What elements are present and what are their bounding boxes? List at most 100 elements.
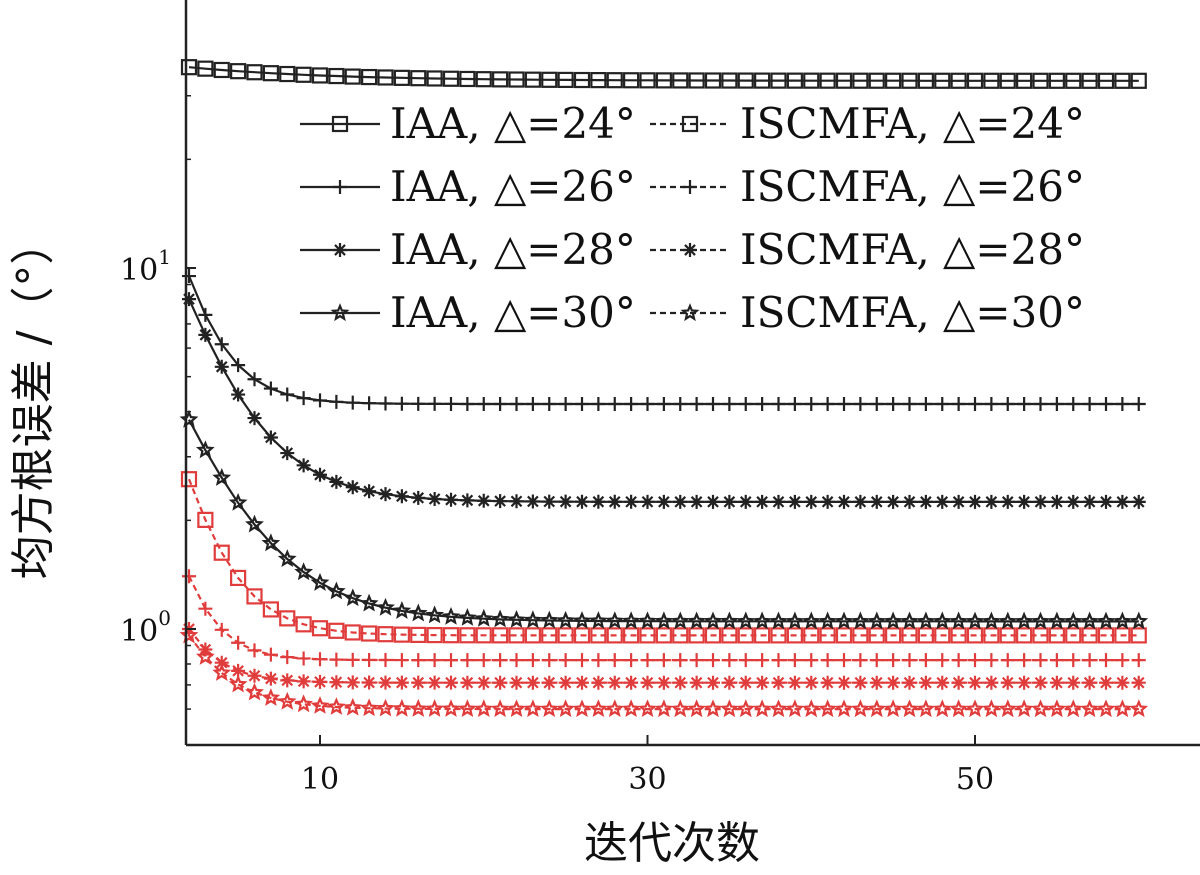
data-point-star-marker — [1063, 611, 1083, 630]
data-point-asterisk-marker — [1131, 675, 1146, 690]
data-point-asterisk-marker — [1049, 675, 1064, 690]
data-point-plus-marker — [918, 653, 933, 668]
data-point-plus-marker — [640, 397, 655, 412]
data-point-star-marker — [981, 611, 1001, 630]
data-point-plus-marker — [951, 397, 966, 412]
legend-label: IAA, △=24° — [390, 99, 636, 148]
data-point-plus-marker — [787, 653, 802, 668]
data-point-plus-marker — [263, 647, 278, 662]
data-point-plus-marker — [656, 653, 671, 668]
data-point-square-marker — [639, 72, 656, 89]
data-point-square-marker — [1130, 627, 1147, 644]
data-point-square-marker — [328, 67, 345, 85]
data-point-square-marker — [655, 72, 672, 89]
data-point-asterisk-marker — [853, 675, 868, 690]
data-point-square-marker — [999, 627, 1016, 644]
data-point-star-marker — [949, 699, 968, 718]
data-point-asterisk-marker — [1000, 675, 1015, 690]
data-point-square-marker — [885, 627, 902, 644]
data-point-asterisk-marker — [378, 675, 393, 690]
data-point-square-marker — [721, 72, 738, 89]
data-point-asterisk-marker — [951, 494, 966, 509]
data-point-asterisk-marker — [333, 243, 347, 257]
data-point-plus-marker — [542, 397, 557, 412]
data-point-star-marker — [359, 593, 379, 612]
data-point-asterisk-marker — [722, 494, 737, 509]
data-point-plus-marker — [640, 653, 655, 668]
data-point-star-marker — [769, 611, 788, 630]
data-point-plus-marker — [231, 358, 246, 373]
data-point-square-marker — [852, 72, 869, 89]
data-point-asterisk-marker — [853, 494, 868, 509]
data-point-plus-marker — [378, 396, 393, 411]
data-point-plus-marker — [984, 653, 999, 668]
data-point-square-marker — [885, 72, 902, 89]
data-point-asterisk-marker — [444, 675, 458, 690]
data-point-plus-marker — [1099, 653, 1113, 668]
data-point-asterisk-marker — [427, 491, 442, 506]
data-point-square-marker — [246, 64, 263, 81]
data-point-plus-marker — [378, 653, 393, 668]
data-point-star-marker — [392, 698, 412, 717]
data-point-square-marker — [541, 71, 558, 88]
data-point-asterisk-marker — [263, 671, 278, 686]
data-point-asterisk-marker — [656, 494, 671, 509]
data-point-asterisk-marker — [722, 675, 737, 690]
data-point-asterisk-marker — [755, 675, 770, 690]
data-point-plus-marker — [722, 653, 737, 668]
data-point-asterisk-marker — [493, 675, 508, 690]
data-point-asterisk-marker — [918, 494, 933, 509]
data-point-plus-marker — [1115, 653, 1130, 668]
data-point-square-marker — [279, 65, 296, 83]
data-point-square-marker — [1048, 627, 1065, 644]
data-point-square-marker — [819, 627, 836, 644]
data-point-square-marker — [573, 71, 591, 89]
data-point-plus-marker — [460, 396, 475, 411]
data-point-plus-marker — [1000, 653, 1015, 668]
data-point-plus-marker — [1033, 653, 1048, 668]
data-point-star-marker — [294, 694, 313, 713]
data-point-plus-marker — [689, 397, 704, 412]
data-point-plus-marker — [296, 651, 311, 666]
data-point-plus-marker — [280, 387, 295, 402]
data-point-asterisk-marker — [263, 430, 278, 445]
data-point-square-marker — [573, 627, 591, 644]
data-point-asterisk-marker — [738, 675, 753, 690]
data-point-square-marker — [934, 72, 951, 89]
data-point-asterisk-marker — [869, 675, 884, 690]
data-point-square-marker — [852, 627, 869, 644]
data-point-asterisk-marker — [378, 487, 393, 502]
data-point-asterisk-marker — [1099, 494, 1113, 509]
data-point-plus-marker — [525, 397, 540, 412]
data-point-square-marker — [361, 625, 378, 642]
data-point-square-marker — [655, 627, 672, 644]
legend-label: IAA, △=28° — [390, 225, 636, 274]
data-point-square-marker — [803, 627, 820, 644]
data-point-asterisk-marker — [968, 675, 982, 690]
data-point-square-marker — [426, 70, 443, 87]
data-point-plus-marker — [198, 307, 213, 322]
data-point-star-marker — [196, 647, 215, 665]
data-point-plus-marker — [214, 622, 229, 637]
data-point-plus-marker — [656, 397, 671, 412]
data-point-plus-marker — [591, 397, 606, 412]
data-point-star-marker — [1113, 699, 1132, 718]
data-point-plus-marker — [1099, 397, 1113, 412]
data-point-plus-marker — [493, 396, 508, 411]
data-point-star-marker — [818, 699, 837, 718]
data-point-square-marker — [246, 588, 263, 605]
data-point-square-marker — [1032, 627, 1049, 644]
data-point-star-marker — [949, 611, 969, 630]
series-4 — [182, 292, 1146, 509]
data-point-star-marker — [736, 611, 756, 630]
x-tick-label: 10 — [301, 762, 339, 797]
data-point-asterisk-marker — [1049, 494, 1064, 509]
x-tick-label: 30 — [628, 762, 666, 797]
data-point-star-marker — [752, 611, 772, 630]
data-point-square-marker — [606, 72, 623, 89]
data-point-plus-marker — [460, 653, 475, 668]
data-point-asterisk-marker — [296, 674, 311, 689]
data-point-plus-marker — [247, 372, 262, 387]
data-point-plus-marker — [820, 653, 835, 668]
data-point-plus-marker — [575, 397, 589, 412]
